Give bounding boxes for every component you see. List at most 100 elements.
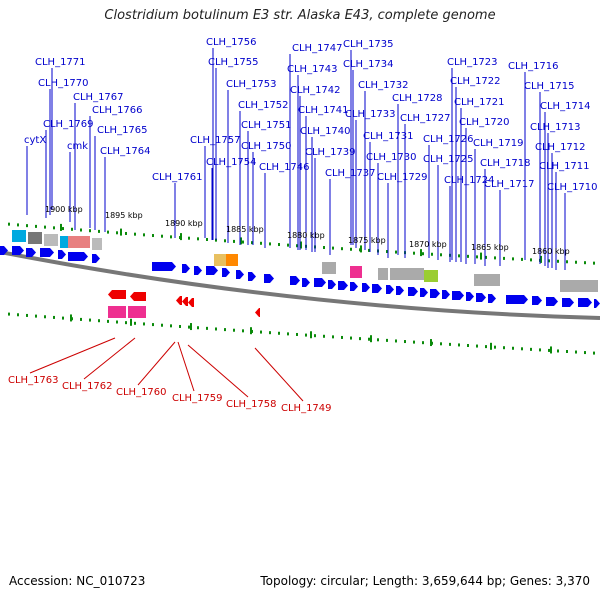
gene-arrow <box>488 294 496 303</box>
feature-box <box>424 270 438 282</box>
gene-label: CLH_1717 <box>484 179 535 190</box>
tick-dot <box>143 233 145 237</box>
major-tick <box>370 335 372 343</box>
feature-box <box>44 234 58 246</box>
gene-arrow <box>58 250 66 259</box>
gene-label: CLH_1766 <box>92 105 143 116</box>
tick-dot <box>431 252 433 256</box>
tick-dot <box>548 259 550 263</box>
gene-label: CLH_1765 <box>97 125 148 136</box>
gene-arrow <box>194 266 202 275</box>
gene-label: CLH_1713 <box>530 122 581 133</box>
tick-dot <box>62 227 64 231</box>
feature-box <box>322 262 336 274</box>
tick-dot <box>323 246 325 250</box>
tick-label: 1885 kbp <box>226 225 264 234</box>
tick-dot <box>17 313 19 317</box>
tick-dot <box>476 344 478 348</box>
gene-label: CLH_1767 <box>73 92 124 103</box>
tick-dot <box>323 334 325 338</box>
tick-dot <box>287 243 289 247</box>
gene-label: CLH_1750 <box>241 141 292 152</box>
tick-dot <box>512 257 514 261</box>
gene-label: CLH_1734 <box>343 59 394 70</box>
tick-dot <box>80 317 82 321</box>
gene-arrow <box>386 285 394 294</box>
major-tick <box>480 252 482 260</box>
tick-dot <box>368 248 370 252</box>
gene-arrow <box>130 292 146 301</box>
gene-label: CLH_1740 <box>300 126 351 137</box>
gene-arrow <box>546 297 558 306</box>
feature-box <box>560 280 582 292</box>
gene-arrow <box>562 298 574 307</box>
tick-dot <box>233 328 235 332</box>
gene-label: CLH_1770 <box>38 78 89 89</box>
tick-dot <box>530 347 532 351</box>
gene-label: CLH_1741 <box>298 105 349 116</box>
gene-arrow <box>188 298 194 307</box>
tick-dot <box>575 350 577 354</box>
gene-arrow <box>314 278 326 287</box>
gene-label: CLH_1743 <box>287 64 338 75</box>
tick-dot <box>575 260 577 264</box>
feature-box <box>108 306 126 318</box>
major-tick <box>310 331 312 339</box>
genome-backbone <box>0 250 600 320</box>
major-tick <box>540 255 542 263</box>
gene-arrow <box>290 276 300 285</box>
gene-label: CLH_1771 <box>35 57 86 68</box>
tick-label: 1870 kbp <box>409 240 447 249</box>
gene-label: CLH_1755 <box>208 57 259 68</box>
tick-dot <box>395 339 397 343</box>
tick-dot <box>8 312 10 316</box>
gene-label: CLH_1759 <box>172 393 223 404</box>
tick-dot <box>494 256 496 260</box>
feature-box <box>582 280 598 292</box>
tick-dot <box>368 337 370 341</box>
gene-label: CLH_1712 <box>535 142 586 153</box>
tick-dot <box>152 234 154 238</box>
gene-arrow <box>442 290 450 299</box>
gene-arrow <box>236 270 244 279</box>
gene-arrow <box>532 296 542 305</box>
tick-dot <box>26 313 28 317</box>
gene-label: cytX <box>24 135 46 146</box>
gene-arrow <box>182 264 190 273</box>
major-tick <box>250 327 252 335</box>
major-tick <box>420 249 422 257</box>
gene-label: CLH_1711 <box>539 161 590 172</box>
major-tick <box>60 223 62 231</box>
tick-dot <box>377 338 379 342</box>
tick-label: 1900 kbp <box>45 205 83 214</box>
gene-label: CLH_1742 <box>290 85 341 96</box>
gene-label: CLH_1723 <box>447 57 498 68</box>
tick-dot <box>557 349 559 353</box>
gene-arrow <box>594 299 600 308</box>
tick-dot <box>206 326 208 330</box>
gene-label: CLH_1716 <box>508 61 559 72</box>
gene-label: CLH_1726 <box>423 134 474 145</box>
gene-arrow <box>452 291 464 300</box>
tick-dot <box>359 337 361 341</box>
tick-dot <box>161 234 163 238</box>
gene-label: CLH_1729 <box>377 172 428 183</box>
tick-dot <box>98 229 100 233</box>
tick-dot <box>422 252 424 256</box>
gene-arrow <box>362 283 370 292</box>
feature-box <box>60 236 68 248</box>
major-tick <box>490 342 492 350</box>
leader-line <box>177 341 195 392</box>
gene-arrow <box>396 286 404 295</box>
tick-dot <box>62 316 64 320</box>
tick-dot <box>413 340 415 344</box>
tick-dot <box>341 247 343 251</box>
tick-dot <box>233 239 235 243</box>
tick-dot <box>521 257 523 261</box>
feature-box <box>378 268 388 280</box>
gene-label: CLH_1737 <box>325 168 376 179</box>
tick-dot <box>8 222 10 226</box>
tick-dot <box>116 231 118 235</box>
map-title: Clostridium botulinum E3 str. Alaska E43… <box>104 8 496 23</box>
tick-dot <box>269 242 271 246</box>
